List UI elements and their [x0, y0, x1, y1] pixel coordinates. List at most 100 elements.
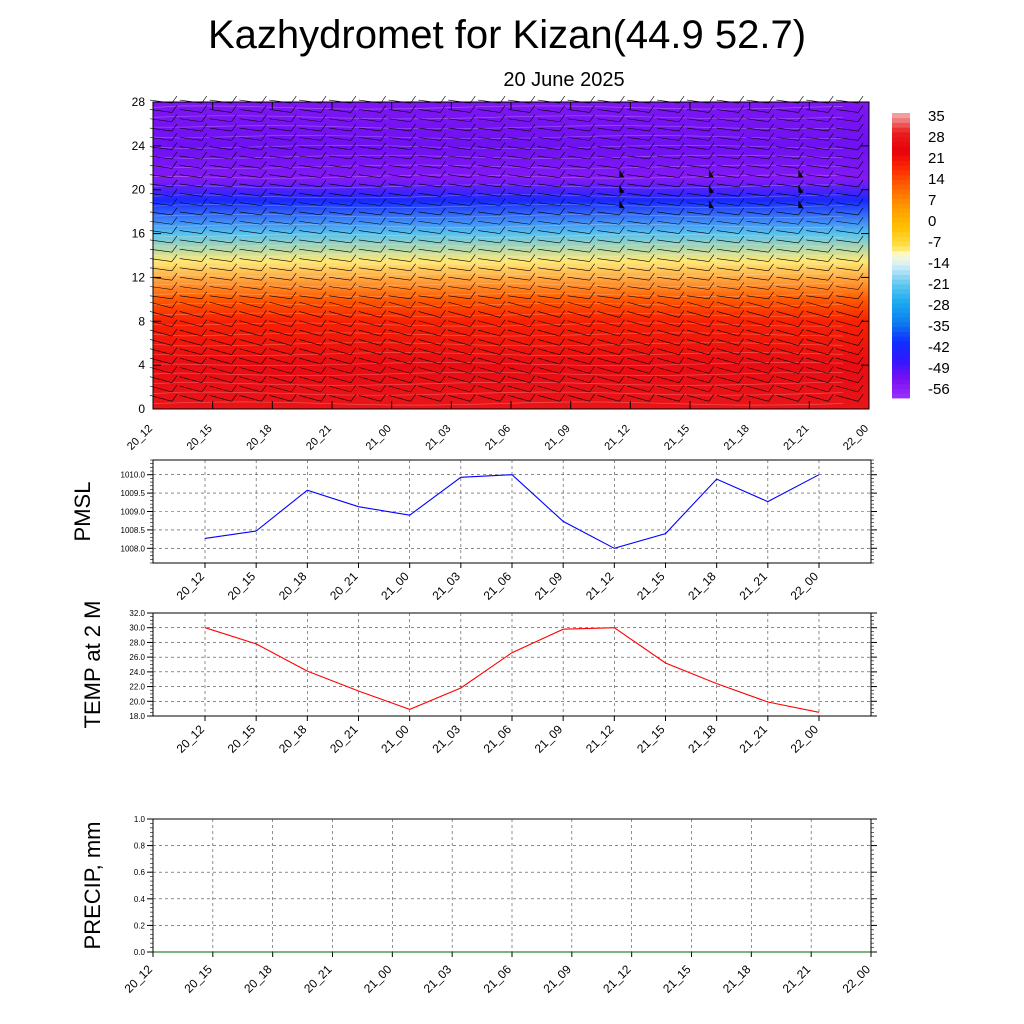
- wind-barb-feather: [768, 123, 774, 132]
- wind-barb: [507, 295, 530, 300]
- wind-barb: [537, 202, 560, 206]
- wind-barb: [358, 357, 381, 365]
- wind-barb-feather: [589, 207, 595, 216]
- wind-barb: [716, 230, 739, 234]
- wind-barb-feather: [320, 198, 327, 206]
- wind-barb: [836, 192, 859, 197]
- wind-barb-feather: [559, 319, 565, 327]
- wind-barb: [328, 348, 351, 356]
- heatmap-xtick-label: 21_18: [722, 423, 752, 453]
- wind-barb-feather: [529, 384, 536, 393]
- heatmap-ytick-label: 4: [138, 358, 145, 372]
- wind-barb-feather: [261, 123, 267, 132]
- wind-barb-feather: [649, 226, 655, 234]
- wind-barb-feather: [529, 226, 536, 234]
- heatmap-ytick-label: 8: [138, 314, 145, 328]
- colorbar-swatch: [892, 326, 910, 332]
- wind-barb: [537, 165, 560, 169]
- wind-barb: [299, 311, 322, 318]
- wind-barb-feather: [798, 226, 804, 234]
- wind-barb-feather: [470, 170, 476, 178]
- wind-barb: [716, 367, 739, 374]
- wind-barb: [746, 146, 769, 150]
- xtick-label: 21_21: [780, 962, 814, 996]
- wind-barb-feather: [678, 123, 685, 132]
- wind-barb: [627, 348, 650, 356]
- wind-barb-feather: [857, 384, 864, 393]
- wind-barb: [358, 127, 381, 132]
- wind-barb-feather: [291, 151, 297, 160]
- wind-barb-feather: [738, 328, 744, 337]
- wind-barb-feather: [291, 189, 297, 197]
- xtick-label: 22_00: [840, 962, 874, 996]
- wind-barb-feather: [320, 263, 327, 272]
- wind-barb: [418, 202, 441, 206]
- wind-barb: [627, 385, 650, 393]
- wind-barb: [836, 183, 859, 188]
- wind-barb-feather: [231, 189, 237, 197]
- wind-barb-feather: [291, 123, 297, 132]
- wind-barb: [597, 267, 620, 272]
- wind-barb: [537, 348, 560, 356]
- wind-barb: [418, 367, 441, 374]
- wind-barb-feather: [828, 245, 834, 253]
- wind-barb-feather: [857, 179, 864, 188]
- xtick-label: 20_18: [276, 722, 310, 756]
- wind-barb-feather: [649, 347, 655, 355]
- wind-barb: [776, 286, 799, 290]
- wind-barb-feather: [678, 272, 685, 281]
- wind-barb: [686, 109, 709, 113]
- wind-barb: [776, 267, 799, 272]
- wind-barb-feather: [350, 198, 357, 206]
- wind-barb: [328, 395, 351, 402]
- wind-barb: [179, 137, 202, 141]
- wind-barb: [746, 357, 769, 365]
- wind-barb-feather: [589, 142, 595, 150]
- wind-barb-feather: [708, 226, 715, 234]
- wind-barb-feather: [529, 198, 536, 206]
- wind-barb-feather: [261, 151, 267, 160]
- wind-barb-feather: [470, 310, 476, 318]
- wind-barb: [746, 230, 769, 234]
- wind-barb: [507, 385, 530, 393]
- wind-barb-feather: [529, 142, 536, 150]
- wind-barb-feather: [649, 161, 655, 169]
- wind-barb: [686, 118, 709, 123]
- wind-barb: [567, 211, 590, 216]
- wind-barb-feather: [559, 123, 565, 132]
- wind-barb-feather: [559, 272, 565, 281]
- wind-barb-feather: [410, 133, 416, 141]
- colorbar-label: -42: [928, 339, 950, 356]
- wind-barb-feather: [798, 179, 804, 188]
- wind-barb: [597, 348, 620, 356]
- wind-barb-feather: [470, 142, 476, 150]
- wind-barb-feather: [798, 105, 804, 113]
- wind-barb: [597, 295, 620, 300]
- wind-barb: [358, 211, 381, 216]
- wind-barb: [388, 348, 411, 356]
- wind-barb: [328, 165, 351, 169]
- wind-barb-feather: [529, 300, 536, 309]
- wind-barb: [567, 301, 590, 309]
- xtick-label: 21_21: [736, 722, 770, 756]
- wind-barb-feather: [798, 272, 804, 281]
- heatmap-ytick-label: 12: [132, 270, 146, 284]
- wind-barb-feather: [768, 263, 774, 272]
- wind-barb-feather: [380, 263, 386, 272]
- wind-barb: [418, 146, 441, 150]
- wind-barb: [537, 230, 560, 234]
- wind-barb: [627, 137, 650, 141]
- colorbar-label: -21: [928, 276, 950, 293]
- wind-barb-feather: [201, 235, 207, 244]
- wind-barb-feather: [529, 366, 536, 374]
- wind-barb-feather: [350, 384, 357, 393]
- wind-barb-feather: [380, 161, 386, 169]
- wind-barb-feather: [499, 282, 506, 290]
- wind-barb-feather: [589, 375, 595, 383]
- heatmap-xtick-label: 21_03: [423, 423, 453, 453]
- wind-barb: [657, 376, 680, 383]
- wind-barb-feather: [201, 142, 207, 150]
- wind-barb-feather: [857, 114, 864, 122]
- wind-barb: [328, 248, 351, 253]
- wind-barb-feather: [619, 328, 625, 337]
